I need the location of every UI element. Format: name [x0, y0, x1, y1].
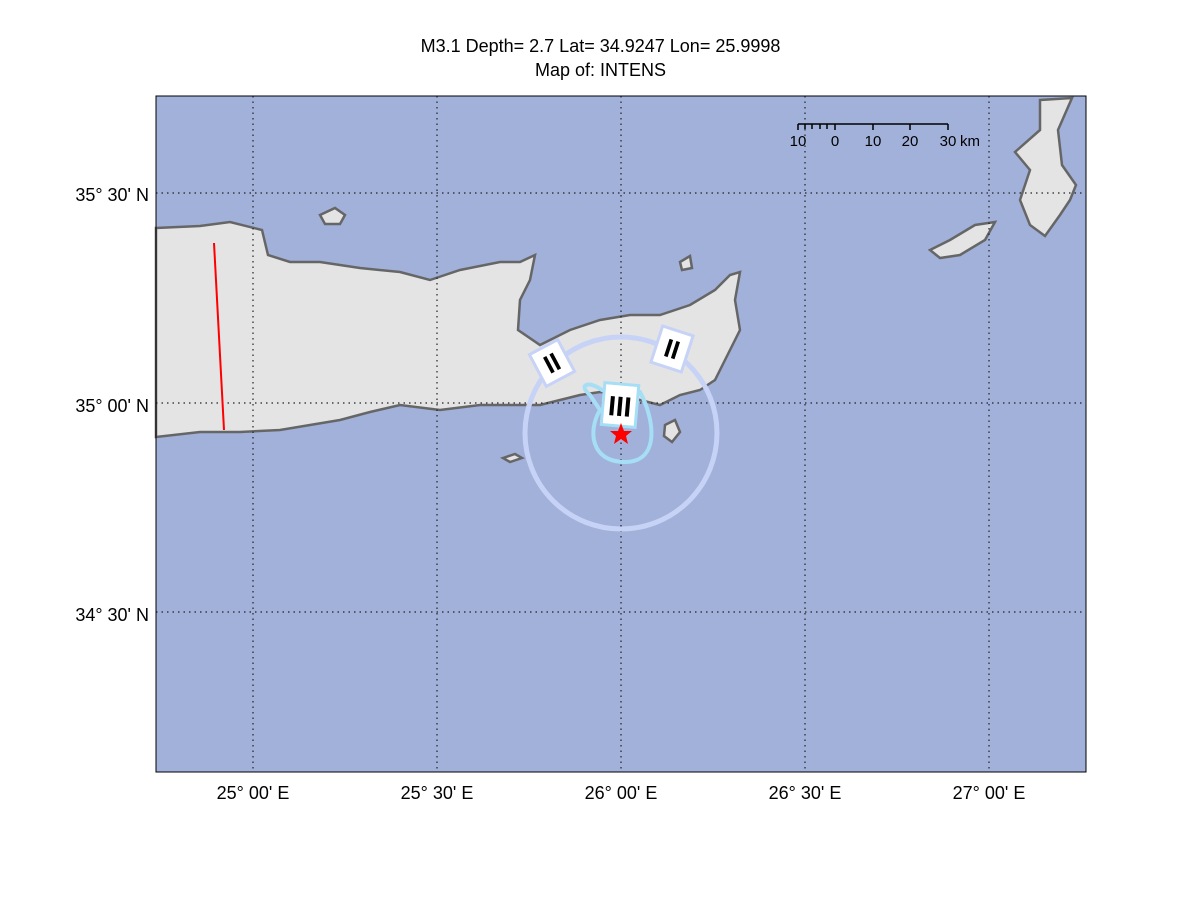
svg-text:0: 0: [831, 133, 839, 150]
crete-island: [154, 220, 742, 439]
lon-tick-label: 27° 00' E: [952, 783, 1026, 803]
lat-tick-label: 34° 30' N: [75, 605, 149, 625]
intensity-contour-iii: [582, 382, 654, 465]
intensity-contour-ii: [522, 334, 720, 532]
islet: [678, 253, 694, 272]
scale-bar-labels: 10 0 10 20 30 km: [790, 133, 980, 150]
svg-text:10: 10: [790, 133, 807, 150]
land: [154, 96, 1078, 464]
islet: [318, 206, 347, 226]
lon-tick-label: 26° 30' E: [768, 783, 842, 803]
svg-text:km: km: [960, 133, 980, 150]
graticule: [156, 96, 1086, 772]
intensity-label-ii-east: II: [649, 324, 695, 374]
fault-line: [213, 242, 225, 431]
title-line2: Map of: INTENS: [534, 60, 667, 80]
lon-tick-label: 25° 30' E: [400, 783, 474, 803]
svg-text:20: 20: [902, 133, 919, 150]
intensity-label-iii: III: [599, 380, 641, 430]
islet: [499, 452, 526, 464]
map-frame: [155, 95, 1087, 773]
karpathos-island: [1013, 96, 1078, 238]
svg-text:III: III: [607, 390, 633, 423]
lat-tick-label: 35° 00' N: [75, 396, 149, 416]
svg-text:30: 30: [940, 133, 957, 150]
intensity-label-ii-west: II: [527, 337, 577, 389]
lat-tick-label: 35° 30' N: [75, 185, 149, 205]
kasos-island: [927, 220, 998, 260]
islet: [662, 418, 682, 444]
title-line1: M3.1 Depth= 2.7 Lat= 34.9247 Lon= 25.999…: [420, 36, 781, 56]
lon-tick-label: 25° 00' E: [216, 783, 290, 803]
lon-tick-label: 26° 00' E: [584, 783, 658, 803]
svg-text:10: 10: [865, 133, 882, 150]
star-icon: [610, 423, 632, 444]
scale-bar: [797, 123, 949, 130]
